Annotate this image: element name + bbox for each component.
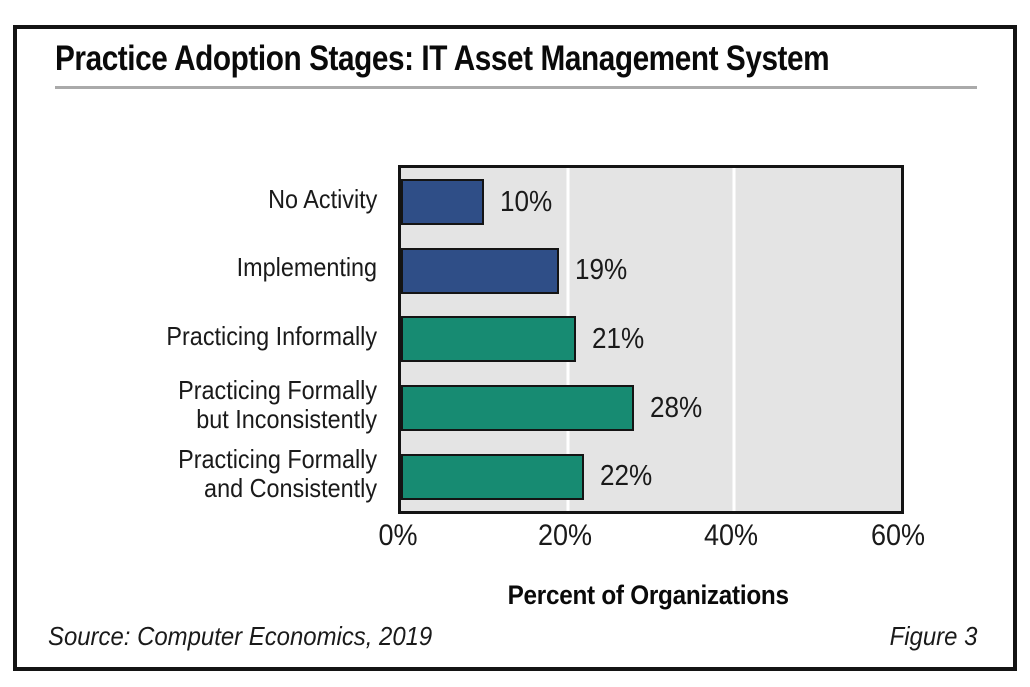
- x-tick-label: 60%: [870, 519, 926, 552]
- x-axis-ticks: 0% 20% 40% 60%: [378, 519, 925, 557]
- gridline: [732, 168, 736, 511]
- category-row: Practicing Formally and Consistently: [17, 439, 377, 508]
- bar-row: 22%: [401, 442, 901, 511]
- bar: [401, 385, 635, 432]
- figure-frame: Practice Adoption Stages: IT Asset Manag…: [13, 25, 1017, 671]
- bar: [401, 453, 585, 500]
- category-row: No Activity: [17, 165, 377, 234]
- category-axis: No Activity Implementing Practicing Inform…: [17, 165, 377, 508]
- x-tick-label: 0%: [378, 519, 418, 552]
- category-label: Practicing Formally but Inconsistently: [178, 374, 377, 435]
- figure-number-label: Figure 3: [889, 621, 977, 651]
- plot-area: 10% 19% 21% 28% 22%: [398, 165, 904, 514]
- category-row: Practicing Formally but Inconsistently: [17, 371, 377, 440]
- title-underline: [55, 86, 977, 89]
- source-text: Source: Computer Economics, 2019: [48, 621, 433, 651]
- bar-value-label: 28%: [650, 391, 703, 424]
- category-row: Implementing: [17, 234, 377, 303]
- bar-value-label: 19%: [575, 254, 628, 287]
- bar-row: 10%: [401, 168, 901, 237]
- x-axis-label-wrap: Percent of Organizations: [398, 580, 898, 611]
- bar: [401, 179, 485, 226]
- category-label: Practicing Formally and Consistently: [178, 443, 377, 503]
- x-tick-label: 40%: [704, 519, 759, 552]
- category-row: Practicing Informally: [17, 302, 377, 371]
- category-label: Practicing Informally: [166, 320, 377, 351]
- bar: [401, 247, 560, 294]
- x-tick-label: 20%: [537, 519, 592, 552]
- bar-value-label: 21%: [592, 322, 645, 355]
- bar-value-label: 10%: [500, 185, 553, 218]
- category-label: No Activity: [267, 183, 377, 214]
- bar: [401, 316, 576, 363]
- bar-row: 19%: [401, 237, 901, 306]
- chart-title: Practice Adoption Stages: IT Asset Manag…: [55, 39, 830, 78]
- bars-layer: 10% 19% 21% 28% 22%: [401, 168, 901, 511]
- bar-row: 21%: [401, 305, 901, 374]
- x-axis-label: Percent of Organizations: [507, 580, 789, 610]
- category-label: Implementing: [236, 252, 377, 283]
- figure-footer: Source: Computer Economics, 2019 Figure …: [48, 621, 977, 652]
- bar-value-label: 22%: [600, 460, 653, 493]
- bar-row: 28%: [401, 374, 901, 443]
